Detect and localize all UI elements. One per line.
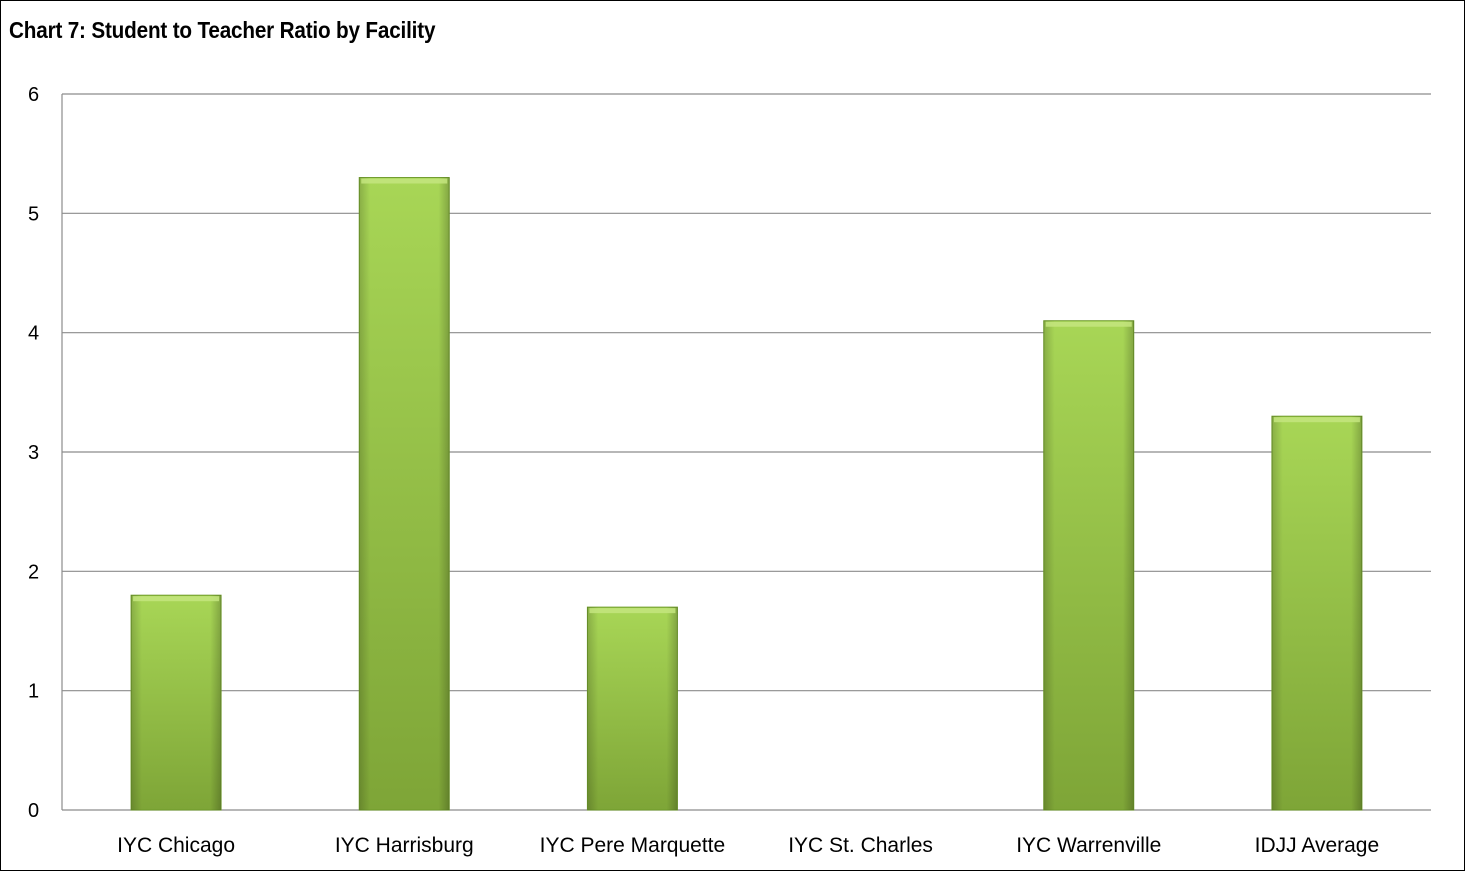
x-tick-label: IYC Warrenville — [1016, 834, 1161, 857]
x-tick-label: IYC St. Charles — [788, 834, 933, 857]
bar-bevel — [1043, 320, 1134, 810]
bar-iyc-chicago — [130, 594, 222, 811]
bar-highlight — [361, 178, 448, 184]
bar-highlight — [1273, 417, 1360, 423]
bar-bevel — [359, 177, 450, 811]
y-tick-label: 5 — [28, 203, 39, 225]
x-tick-label: IDJJ Average — [1255, 834, 1380, 857]
bar-highlight — [589, 608, 676, 614]
bar-idjj-average — [1271, 415, 1363, 811]
x-tick-label: IYC Pere Marquette — [540, 834, 726, 857]
bar-iyc-warrenville — [1043, 320, 1135, 811]
bar-bevel — [587, 607, 678, 810]
y-tick-label: 6 — [28, 84, 39, 106]
chart-title: Chart 7: Student to Teacher Ratio by Fac… — [9, 17, 436, 43]
y-tick-label: 1 — [28, 681, 39, 703]
bar-highlight — [133, 596, 220, 602]
bar-iyc-harrisburg — [358, 177, 450, 811]
bar-bevel — [1271, 416, 1362, 810]
x-tick-label: IYC Harrisburg — [335, 834, 474, 857]
y-tick-label: 4 — [28, 323, 39, 345]
bar-iyc-pere-marquette — [586, 606, 678, 811]
bar-bevel — [131, 595, 222, 810]
bar-highlight — [1045, 321, 1132, 327]
y-tick-label: 0 — [28, 800, 39, 822]
x-tick-label: IYC Chicago — [117, 834, 235, 857]
y-tick-label: 3 — [28, 442, 39, 464]
y-tick-label: 2 — [28, 561, 39, 583]
